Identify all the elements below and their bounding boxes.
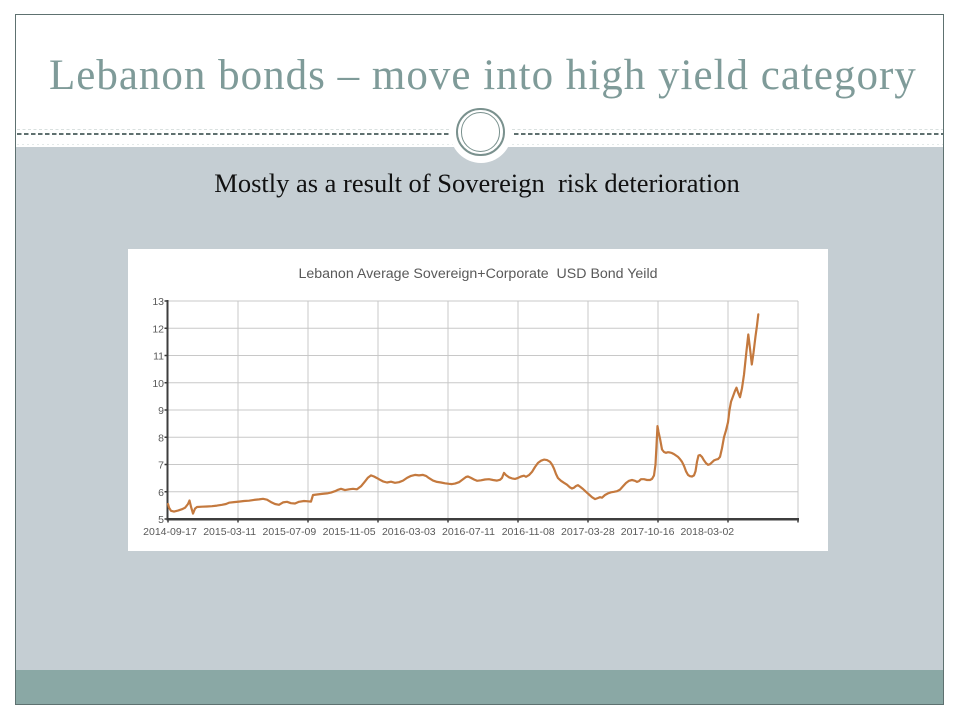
- svg-text:2018-03-02: 2018-03-02: [680, 526, 734, 538]
- svg-text:2015-03-11: 2015-03-11: [203, 526, 256, 538]
- svg-text:2016-11-08: 2016-11-08: [502, 526, 555, 538]
- svg-text:11: 11: [153, 351, 164, 363]
- svg-text:2017-03-28: 2017-03-28: [561, 526, 615, 538]
- svg-text:7: 7: [158, 460, 164, 472]
- svg-text:12: 12: [152, 323, 164, 335]
- svg-text:2017-10-16: 2017-10-16: [621, 526, 675, 538]
- svg-text:9: 9: [158, 405, 164, 417]
- svg-text:2015-07-09: 2015-07-09: [263, 526, 317, 538]
- svg-text:Lebanon Average Sovereign+Corp: Lebanon Average Sovereign+Corporate USD …: [298, 266, 657, 282]
- svg-text:2016-07-11: 2016-07-11: [442, 526, 495, 538]
- svg-text:2016-03-03: 2016-03-03: [382, 526, 436, 538]
- svg-text:2014-09-17: 2014-09-17: [143, 526, 197, 538]
- svg-text:2015-11-05: 2015-11-05: [323, 526, 376, 538]
- svg-text:10: 10: [152, 378, 164, 390]
- svg-text:5: 5: [158, 514, 164, 526]
- svg-text:13: 13: [152, 296, 164, 308]
- svg-text:6: 6: [158, 487, 164, 499]
- svg-text:8: 8: [158, 432, 164, 444]
